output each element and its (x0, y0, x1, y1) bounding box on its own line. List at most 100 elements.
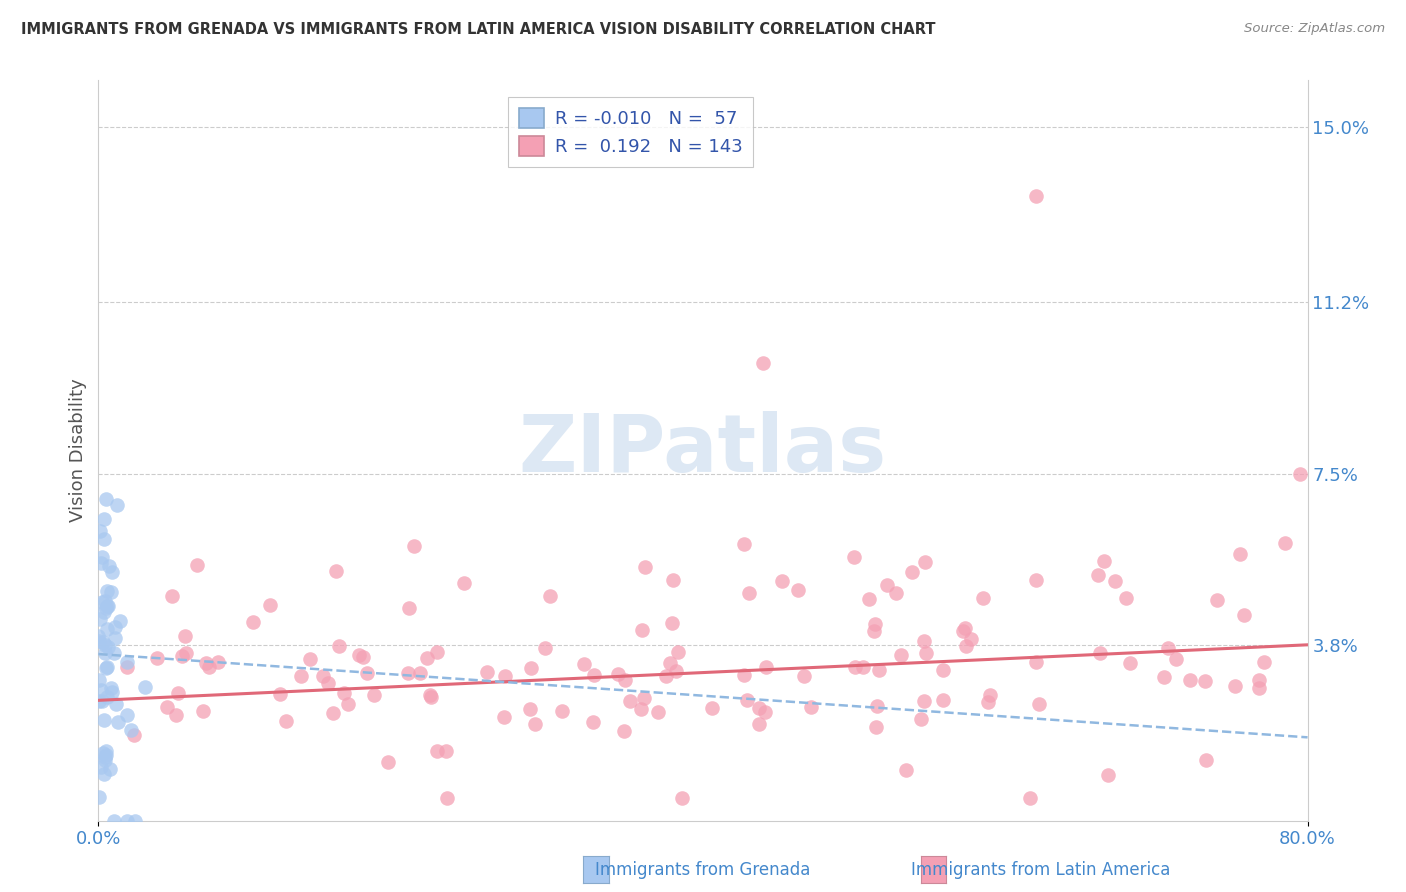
Point (737, 692, 759, 706)
Point (91, 746, 114, 760)
Point (912, 634, 935, 648)
Point (94, 753, 117, 767)
Point (538, 589, 561, 603)
Point (90, 760, 112, 774)
Point (533, 640, 555, 655)
Point (101, 565, 124, 579)
Point (800, 700, 823, 714)
Point (191, 704, 214, 718)
Point (844, 659, 866, 673)
Point (94, 749, 117, 764)
Point (844, 549, 866, 564)
Point (1253, 655, 1275, 669)
Point (755, 659, 778, 673)
Point (979, 688, 1001, 702)
Point (174, 629, 197, 643)
Point (1153, 670, 1175, 684)
Point (1019, 790, 1042, 805)
Point (1025, 655, 1047, 669)
Point (89, 673, 111, 687)
Point (312, 669, 335, 683)
Point (852, 660, 875, 674)
Point (103, 814, 125, 828)
Point (402, 539, 425, 553)
Point (96, 690, 118, 705)
Legend: R = -0.010   N =  57, R =  0.192   N = 143: R = -0.010 N = 57, R = 0.192 N = 143 (508, 96, 754, 168)
Point (98, 762, 121, 776)
Point (100, 681, 122, 695)
Point (1104, 574, 1126, 589)
Point (884, 585, 907, 599)
Point (197, 660, 219, 674)
Point (103, 646, 125, 660)
Point (494, 709, 516, 723)
Point (1028, 698, 1050, 712)
Point (914, 555, 936, 569)
Point (356, 666, 378, 681)
Point (633, 690, 655, 705)
Point (104, 620, 127, 634)
Point (104, 631, 127, 645)
Point (176, 647, 198, 661)
Point (328, 640, 350, 654)
Point (101, 684, 124, 698)
Point (207, 655, 229, 669)
Point (1024, 189, 1046, 203)
Point (932, 663, 955, 677)
Point (1249, 673, 1271, 688)
Point (1289, 467, 1312, 481)
Point (952, 624, 974, 638)
Point (1194, 674, 1216, 689)
Point (787, 583, 810, 598)
Point (165, 707, 187, 722)
Point (97, 599, 120, 614)
Point (146, 651, 169, 665)
Point (93, 713, 115, 727)
Point (290, 669, 312, 683)
Text: IMMIGRANTS FROM GRENADA VS IMMIGRANTS FROM LATIN AMERICA VISION DISABILITY CORRE: IMMIGRANTS FROM GRENADA VS IMMIGRANTS FR… (21, 22, 935, 37)
Point (363, 688, 385, 702)
Point (115, 707, 138, 722)
Point (89, 790, 111, 805)
Point (409, 666, 432, 681)
Point (912, 693, 935, 707)
Point (754, 705, 776, 719)
Text: Immigrants from Latin America: Immigrants from Latin America (911, 861, 1170, 879)
Point (613, 724, 636, 739)
Point (160, 590, 183, 604)
Point (619, 693, 641, 707)
Point (172, 648, 194, 663)
Point (1247, 681, 1270, 695)
Point (894, 763, 917, 777)
Point (550, 704, 572, 718)
Point (1195, 753, 1218, 767)
Point (194, 656, 217, 670)
Point (156, 700, 179, 714)
Point (124, 814, 146, 828)
Point (1229, 547, 1251, 561)
Point (96, 584, 118, 599)
Point (93, 532, 115, 546)
Point (90, 556, 112, 570)
Point (1233, 608, 1256, 623)
Point (434, 744, 457, 758)
Point (630, 702, 652, 716)
Point (890, 648, 912, 662)
Point (115, 659, 138, 673)
Point (862, 624, 884, 639)
Point (865, 720, 887, 734)
Point (770, 574, 793, 588)
Point (733, 537, 755, 551)
Point (572, 657, 595, 671)
Point (738, 586, 761, 600)
Point (1178, 673, 1201, 687)
Point (868, 663, 890, 677)
Point (352, 650, 374, 665)
Point (89, 611, 111, 625)
Point (519, 702, 541, 716)
Point (415, 651, 437, 665)
Point (398, 601, 420, 615)
Point (96, 661, 118, 675)
Point (89, 633, 111, 648)
Point (436, 790, 458, 805)
